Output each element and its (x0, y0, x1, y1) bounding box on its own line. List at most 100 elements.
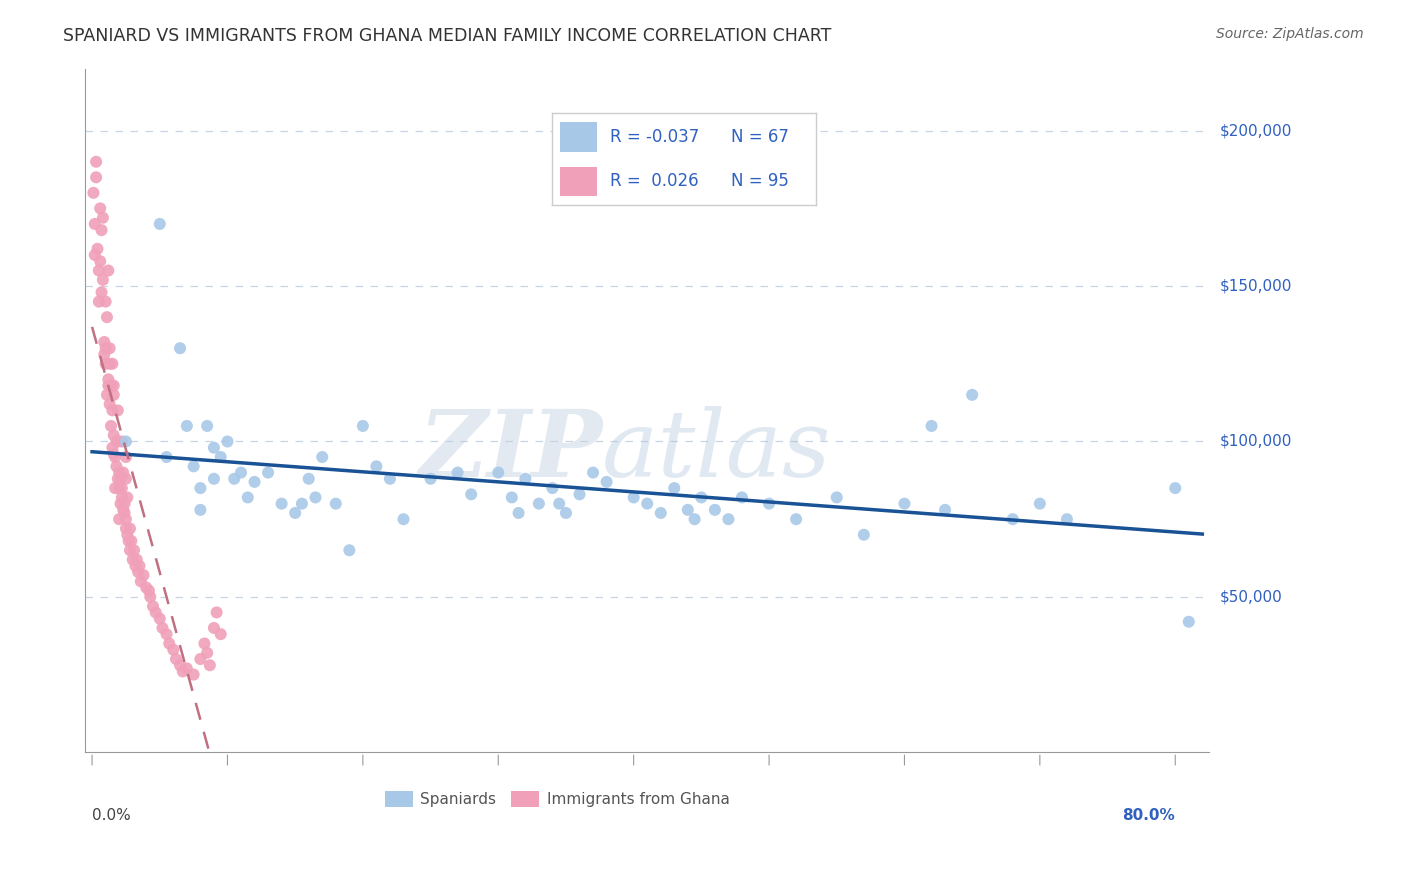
Point (108, 512, 131, 526)
Text: 0.0%: 0.0% (91, 808, 131, 823)
Point (195, 646, 218, 660)
Text: ZIP: ZIP (418, 407, 602, 497)
Point (190, 503, 212, 517)
Point (107, 403, 129, 417)
Point (325, 497, 347, 511)
Point (893, 497, 915, 511)
Point (311, 450, 333, 464)
Point (636, 497, 658, 511)
Point (101, 357, 124, 371)
Point (205, 606, 228, 620)
Point (825, 491, 848, 505)
Point (94, 357, 117, 371)
Point (145, 606, 167, 620)
Point (229, 466, 252, 480)
Point (94, 341, 117, 355)
Point (93, 347, 115, 361)
Point (112, 466, 135, 480)
Point (101, 403, 124, 417)
Point (176, 419, 198, 434)
Point (89, 202, 111, 216)
Point (731, 491, 754, 505)
Point (337, 543, 360, 558)
Point (555, 506, 578, 520)
Point (934, 503, 956, 517)
Point (224, 472, 246, 486)
Point (758, 497, 780, 511)
Point (548, 497, 571, 511)
Point (97, 372, 120, 386)
Point (172, 665, 194, 679)
Point (169, 341, 191, 355)
Point (104, 481, 127, 495)
Point (582, 466, 605, 480)
Point (1178, 615, 1201, 629)
Point (1029, 497, 1052, 511)
Point (202, 621, 225, 635)
Point (115, 521, 138, 535)
Point (104, 450, 127, 464)
Point (155, 627, 177, 641)
Point (284, 506, 307, 520)
Point (304, 491, 326, 505)
Point (107, 434, 129, 449)
Point (508, 506, 530, 520)
Point (107, 472, 129, 486)
Point (541, 481, 564, 495)
Point (105, 459, 128, 474)
Point (94, 294, 117, 309)
Point (595, 475, 617, 489)
Point (165, 652, 187, 666)
Point (501, 491, 523, 505)
Point (298, 472, 321, 486)
Point (103, 428, 125, 442)
Point (117, 533, 139, 548)
Point (115, 450, 138, 464)
Point (129, 574, 152, 589)
Point (86, 242, 108, 256)
Point (209, 450, 232, 464)
Point (155, 450, 177, 464)
Point (149, 612, 172, 626)
Point (190, 481, 212, 495)
Point (352, 419, 374, 434)
Point (90, 223, 112, 237)
Point (87, 294, 110, 309)
Point (515, 472, 537, 486)
Text: $150,000: $150,000 (1220, 278, 1292, 293)
Point (121, 552, 143, 566)
Point (110, 472, 132, 486)
Legend: Spaniards, Immigrants from Ghana: Spaniards, Immigrants from Ghana (380, 785, 735, 813)
Point (1164, 481, 1187, 495)
Point (392, 512, 415, 526)
Point (98, 341, 121, 355)
Point (650, 506, 672, 520)
Point (84, 154, 107, 169)
Point (132, 568, 155, 582)
Point (176, 661, 198, 675)
Point (91, 211, 114, 225)
Point (97, 263, 120, 277)
Point (236, 491, 259, 505)
Point (103, 447, 125, 461)
Point (169, 658, 191, 673)
Point (202, 441, 225, 455)
Point (103, 388, 125, 402)
Point (378, 472, 401, 486)
Point (84, 170, 107, 185)
Point (124, 558, 146, 573)
Point (83, 248, 105, 262)
Point (149, 217, 172, 231)
Point (105, 434, 128, 449)
Point (139, 590, 162, 604)
Point (97, 378, 120, 392)
Point (82, 186, 104, 200)
Text: $50,000: $50,000 (1220, 590, 1282, 605)
Point (157, 636, 180, 650)
Text: Source: ZipAtlas.com: Source: ZipAtlas.com (1216, 27, 1364, 41)
Point (114, 506, 136, 520)
Point (676, 503, 699, 517)
Point (717, 512, 740, 526)
Point (100, 419, 122, 434)
Point (103, 378, 125, 392)
